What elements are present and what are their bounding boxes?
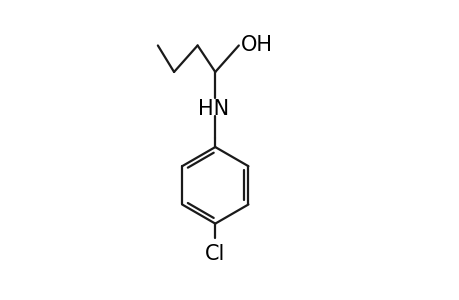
Text: HN: HN (198, 99, 229, 119)
Text: OH: OH (241, 35, 273, 56)
Text: Cl: Cl (205, 244, 225, 264)
